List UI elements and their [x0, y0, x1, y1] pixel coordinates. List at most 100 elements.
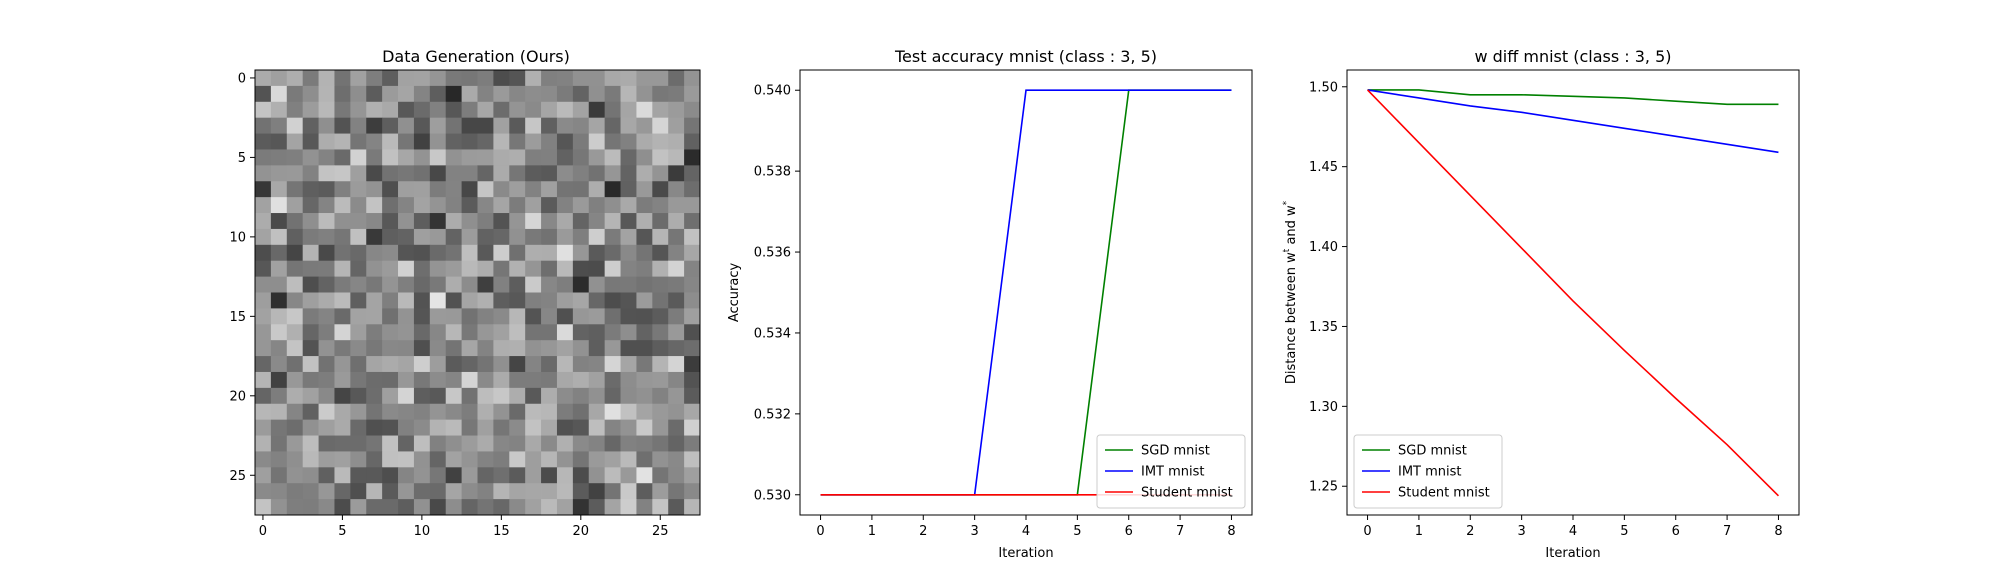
heatmap-cell	[668, 371, 685, 389]
heatmap-cell	[302, 276, 319, 293]
heatmap-cell	[652, 213, 669, 230]
heatmap-cell	[366, 101, 383, 119]
heatmap-cell	[413, 213, 431, 230]
heatmap-cell	[270, 483, 288, 500]
heatmap-cell	[350, 419, 367, 436]
heatmap-cell	[636, 149, 653, 166]
heatmap-cell	[398, 371, 415, 389]
heatmap-cell	[286, 356, 304, 373]
heatmap-cell	[318, 133, 335, 150]
heatmap-cell	[668, 260, 685, 277]
heatmap-cell	[493, 419, 510, 436]
wdiff-legend-label: SGD mnist	[1398, 444, 1467, 459]
heatmap-cell	[334, 371, 351, 389]
heatmap-cell	[334, 149, 351, 166]
heatmap-cell	[302, 324, 319, 341]
heatmap-cell	[477, 371, 494, 389]
heatmap-cell	[461, 435, 478, 452]
heatmap-cell	[588, 133, 606, 150]
heatmap-cell	[541, 324, 558, 341]
heatmap-cell	[525, 403, 542, 421]
heatmap-cell	[382, 117, 399, 134]
heatmap-cell	[493, 340, 510, 357]
heatmap-cell	[636, 228, 653, 246]
heatmap-cell	[493, 101, 510, 119]
heatmap-cell	[334, 133, 351, 150]
heatmap-cell	[684, 260, 701, 277]
heatmap-cell	[572, 451, 590, 468]
heatmap-cell	[493, 149, 510, 166]
heatmap-cell	[684, 228, 701, 246]
heatmap-cell	[620, 213, 637, 230]
heatmap-cell	[302, 340, 319, 357]
heatmap-cell	[541, 181, 558, 198]
heatmap-cell	[445, 419, 462, 436]
heatmap-cell	[636, 292, 653, 309]
heatmap-cell	[429, 276, 447, 293]
heatmap-cell	[382, 324, 399, 341]
wdiff-ylabel-sup1: t	[1282, 248, 1292, 252]
heatmap-cell	[302, 213, 319, 230]
heatmap-cell	[302, 149, 319, 166]
heatmap-cell	[255, 340, 272, 357]
heatmap-cell	[286, 371, 304, 389]
heatmap-cell	[366, 451, 383, 468]
wdiff-lines	[1366, 89, 1780, 497]
heatmap-cell	[334, 419, 351, 436]
heatmap-cell	[493, 403, 510, 421]
heatmap-cell	[604, 451, 621, 468]
heatmap-cell	[398, 228, 415, 246]
heatmap-cell	[398, 260, 415, 277]
heatmap-cell	[398, 213, 415, 230]
heatmap-cell	[525, 260, 542, 277]
heatmap-cell	[525, 117, 542, 134]
heatmap-cell	[684, 197, 701, 214]
heatmap-cell	[334, 403, 351, 421]
heatmap-cell	[255, 308, 272, 325]
heatmap-cell	[270, 451, 288, 468]
heatmap-cell	[413, 260, 431, 277]
heatmap-cell	[541, 228, 558, 246]
heatmap-cell	[413, 483, 431, 500]
heatmap-cell	[556, 419, 574, 436]
heatmap-cell	[556, 292, 574, 309]
heatmap-cell	[525, 308, 542, 325]
heatmap-cell	[684, 403, 701, 421]
heatmap-cell	[509, 403, 526, 421]
heatmap-cell	[429, 467, 447, 484]
heatmap-cell	[572, 387, 590, 405]
heatmap-cell	[445, 435, 462, 452]
heatmap-cell	[556, 324, 574, 341]
wdiff-series-line	[1367, 89, 1779, 154]
heatmap-cell	[588, 117, 606, 134]
heatmap-cell	[334, 467, 351, 484]
heatmap-cell	[652, 133, 669, 150]
heatmap-cell	[525, 197, 542, 214]
heatmap-cell	[477, 70, 494, 87]
heatmap-cell	[255, 165, 272, 182]
heatmap-cell	[572, 133, 590, 150]
heatmap-cell	[509, 340, 526, 357]
heatmap-ytick-label: 25	[229, 469, 246, 484]
heatmap-cell	[413, 371, 431, 389]
heatmap-cell	[270, 467, 288, 484]
heatmap-cell	[461, 85, 478, 103]
heatmap-cell	[477, 101, 494, 119]
heatmap-cell	[477, 435, 494, 452]
heatmap-cell	[509, 356, 526, 373]
heatmap-xtick-label: 25	[652, 524, 669, 539]
heatmap-cell	[318, 213, 335, 230]
heatmap-cell	[366, 260, 383, 277]
accuracy-legend-label: IMT mnist	[1141, 465, 1205, 480]
heatmap-cell	[302, 133, 319, 150]
heatmap-cell	[477, 483, 494, 500]
heatmap-cell	[588, 324, 606, 341]
heatmap-cell	[270, 85, 288, 103]
heatmap-cell	[509, 197, 526, 214]
heatmap-cell	[302, 419, 319, 436]
heatmap-panel: Data Generation (Ours) 0 5 10 15 20 25 0 5 10 15 2…	[229, 47, 701, 539]
heatmap-cell	[334, 340, 351, 357]
heatmap-cell	[525, 419, 542, 436]
heatmap-cell	[302, 435, 319, 452]
heatmap-cell	[620, 228, 637, 246]
